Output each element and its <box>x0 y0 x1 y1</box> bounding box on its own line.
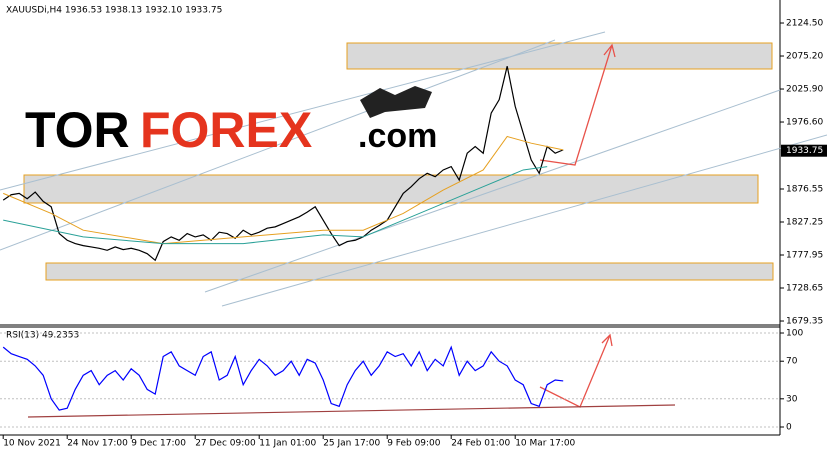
x-tick-label: 27 Dec 09:00 <box>195 439 256 449</box>
x-tick-label: 24 Nov 17:00 <box>67 439 128 449</box>
support-zone <box>45 262 774 281</box>
y-tick-label: 0 <box>786 423 792 433</box>
chart-title: XAUUSDi,H4 1936.53 1938.13 1932.10 1933.… <box>6 6 222 16</box>
x-tick-label: 9 Dec 17:00 <box>131 439 186 449</box>
y-tick-label: 1679.35 <box>786 317 823 327</box>
y-tick-label: 1728.65 <box>786 284 823 294</box>
y-tick-label: 100 <box>786 329 803 339</box>
y-tick-label: 2025.90 <box>786 85 823 95</box>
y-tick-label: 1827.25 <box>786 218 823 228</box>
y-tick-label: 30 <box>786 394 798 404</box>
logo: TOR FOREX .com <box>25 86 437 158</box>
y-tick-label: 2075.20 <box>786 52 823 62</box>
rsi-title: RSI(13) 49.2353 <box>6 331 79 341</box>
logo-bull <box>360 86 432 118</box>
y-tick-label: 1777.95 <box>786 251 823 261</box>
x-tick-label: 25 Jan 17:00 <box>323 439 380 449</box>
logo-text: FOREX <box>140 102 312 158</box>
y-tick-label: 70 <box>786 357 798 367</box>
logo-text: TOR <box>25 102 130 158</box>
price-line <box>2 345 564 411</box>
x-tick-label: 11 Jan 01:00 <box>259 439 316 449</box>
y-tick-label: 1976.60 <box>786 118 823 128</box>
last-price-box <box>781 144 827 157</box>
x-tick-label: 9 Feb 09:00 <box>387 439 441 449</box>
x-tick-label: 10 Mar 17:00 <box>515 439 575 449</box>
price-line <box>3 166 548 245</box>
logo-text: .com <box>358 117 437 155</box>
rsi-trendline <box>27 404 676 418</box>
price-line <box>2 66 564 262</box>
y-tick-label: 1876.55 <box>786 185 823 195</box>
x-tick-label: 10 Nov 2021 <box>3 439 61 449</box>
x-tick-label: 24 Feb 01:00 <box>451 439 510 449</box>
channel-lines <box>0 31 827 307</box>
price-line <box>3 135 564 245</box>
y-tick-label: 2124.50 <box>786 19 823 29</box>
last-price-label: 1933.75 <box>786 146 823 156</box>
resistance-zone <box>346 42 773 70</box>
